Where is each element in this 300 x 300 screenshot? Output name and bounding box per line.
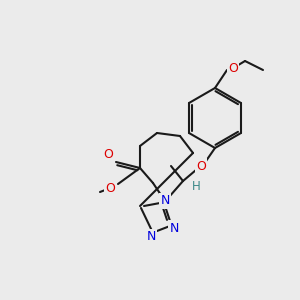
Text: O: O [228,61,238,74]
Text: N: N [146,230,156,244]
Text: H: H [192,179,200,193]
Text: O: O [105,182,115,196]
Text: N: N [169,221,179,235]
Text: O: O [103,148,113,161]
Text: O: O [196,160,206,172]
Text: N: N [160,194,170,208]
